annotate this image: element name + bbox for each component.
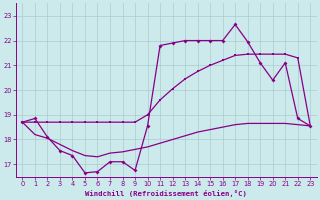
X-axis label: Windchill (Refroidissement éolien,°C): Windchill (Refroidissement éolien,°C) bbox=[85, 190, 247, 197]
